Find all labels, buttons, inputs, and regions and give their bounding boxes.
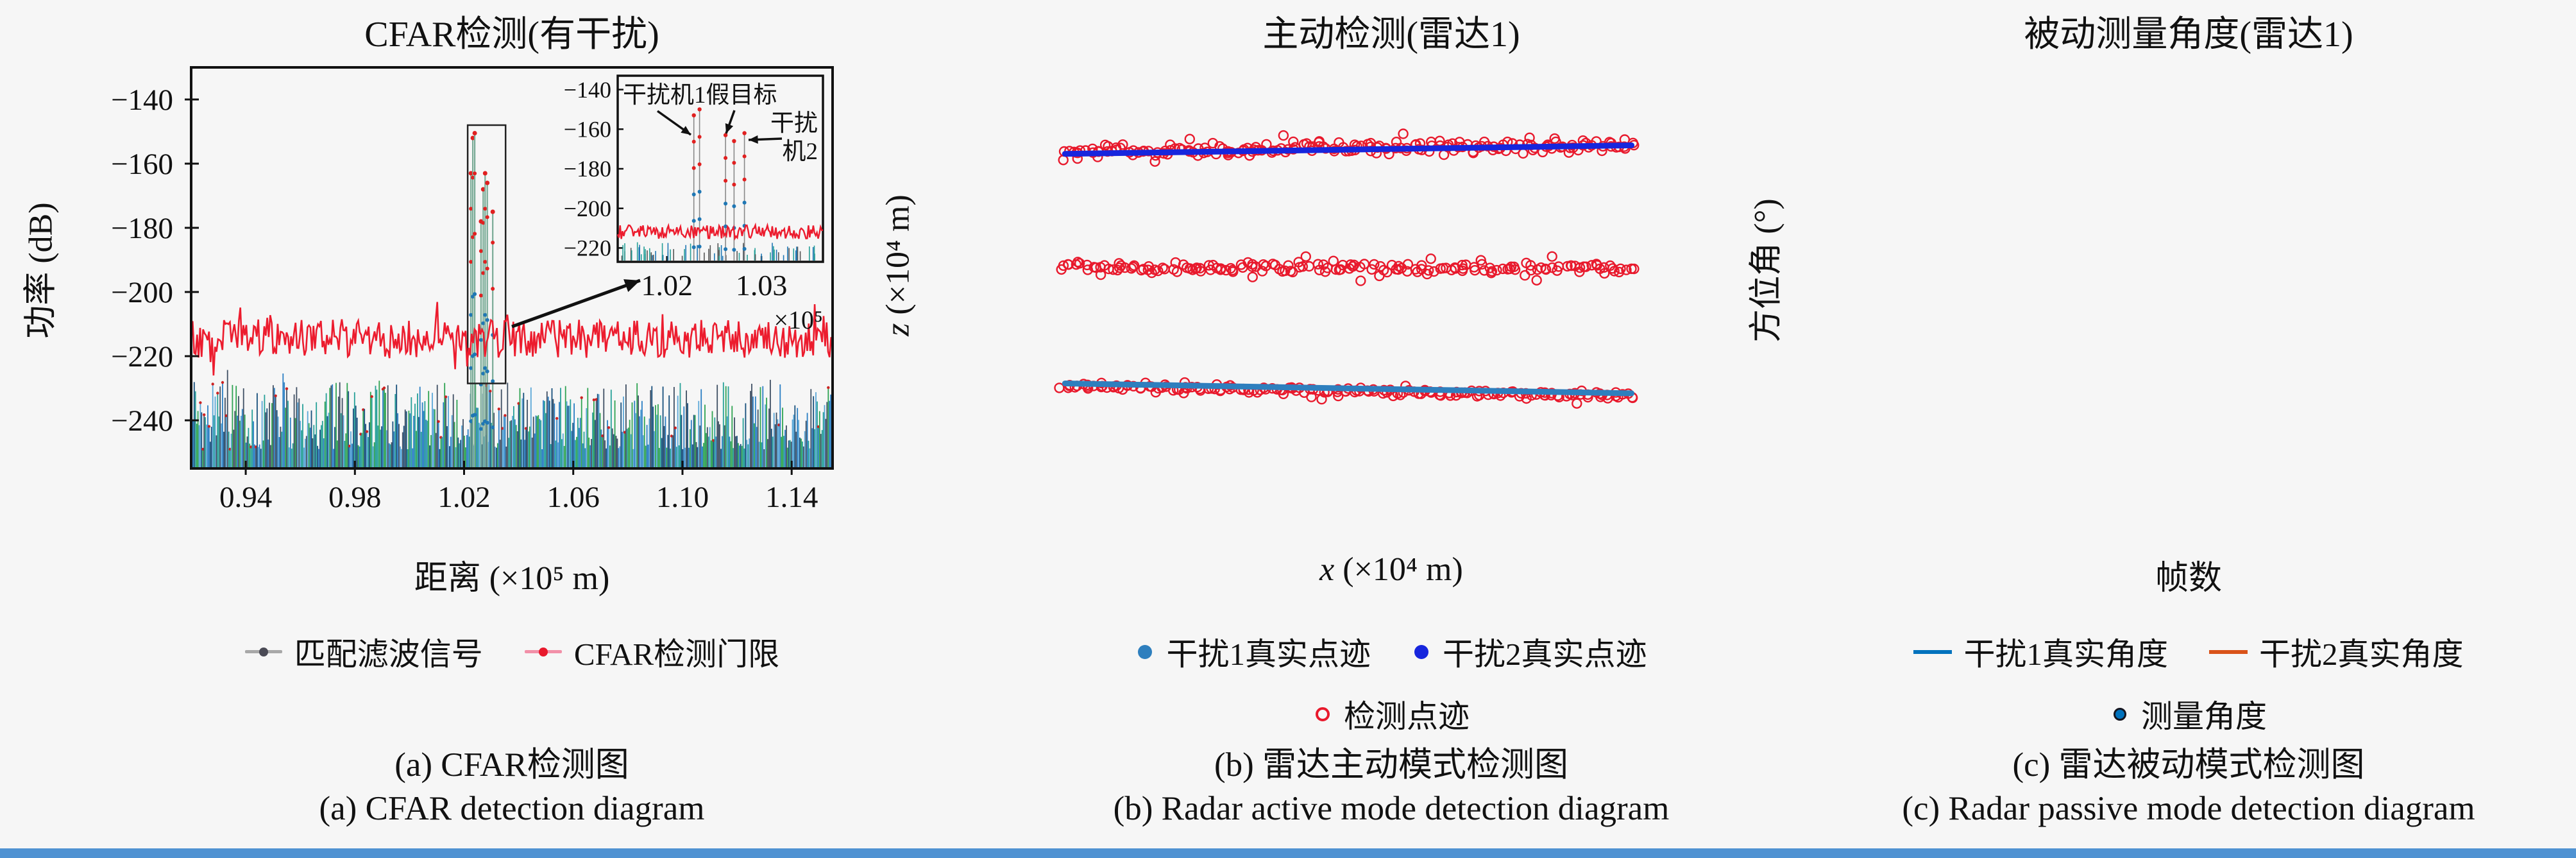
x-unit: (×10⁴ m) <box>1334 551 1463 588</box>
cfar-threshold-line-marker <box>524 644 563 660</box>
legend-item-matched-filter: 匹配滤波信号 <box>244 629 483 674</box>
legend-item-jammer2-true-points: 干扰2真实点迹 <box>1412 629 1647 674</box>
svg-text:−220: −220 <box>111 340 173 373</box>
bottom-blue-bar <box>0 848 2576 858</box>
legend-row: 测量角度 <box>2110 691 2267 737</box>
svg-text:1.14: 1.14 <box>765 481 818 514</box>
svg-text:−200: −200 <box>564 196 611 221</box>
legend-label: 测量角度 <box>2140 699 2267 734</box>
legend-item-jammer1-true-angle: 干扰1真实角度 <box>1913 629 2168 674</box>
svg-text:−140: −140 <box>111 83 173 117</box>
legend-row: 匹配滤波信号 CFAR检测门限 <box>244 629 779 674</box>
caption-a-zh: (a) CFAR检测图 <box>394 746 629 784</box>
chart-c-x-axis-label: 帧数 <box>2155 560 2222 597</box>
legend-row: 检测点迹 <box>1313 691 1470 737</box>
axes: 0.94 0.98 1.02 1.06 1.10 1.14 −140 −160 −180 −200… <box>111 66 834 514</box>
chart-c-legend: 干扰1真实角度 干扰2真实角度 测量角度 <box>1804 629 2573 737</box>
legend-label: 干扰1真实角度 <box>1963 637 2168 672</box>
measured-angle-dot-marker <box>2110 707 2130 722</box>
detected-points <box>1054 128 1640 409</box>
cfar-detection-plot: −140 −160 −180 −200 −220 1.02 1.03 ×10⁵ 干扰机1假目标干… <box>111 66 834 514</box>
svg-text:0.98: 0.98 <box>328 481 381 514</box>
svg-text:×10⁵: ×10⁵ <box>774 305 823 334</box>
annotation-jammer2-line2: 机2 <box>783 139 818 165</box>
y-unit: (×10⁴ m) <box>879 194 917 323</box>
caption-a: (a) CFAR检测图 (a) CFAR detection diagram <box>127 743 897 830</box>
caption-c-en: (c) Radar passive mode detection diagram <box>1902 790 2475 827</box>
jammer1-line-marker <box>1913 644 1953 660</box>
jammer-false-target-spikes <box>468 131 495 468</box>
svg-text:1.02: 1.02 <box>437 481 490 514</box>
y-var: z <box>879 323 917 336</box>
legend-label: 检测点迹 <box>1343 699 1470 734</box>
true-track-line <box>1062 142 1635 157</box>
x-var: x <box>1319 551 1335 588</box>
active-detection-plot <box>1054 128 1640 409</box>
svg-text:−240: −240 <box>111 404 173 438</box>
legend-item-measured-angle: 测量角度 <box>2110 691 2267 737</box>
caption-a-en: (a) CFAR detection diagram <box>319 790 705 827</box>
zoom-region-box <box>466 124 507 384</box>
chart-a-x-axis-label: 距离 (×10⁵ m) <box>414 560 610 597</box>
caption-c-zh: (c) 雷达被动模式检测图 <box>2012 746 2365 784</box>
legend-item-detected-points: 检测点迹 <box>1313 691 1470 737</box>
inset-zoom-plot: −140 −160 −180 −200 −220 1.02 1.03 ×10⁵ 干扰机1假目标干… <box>564 74 824 334</box>
legend-label: 干扰2真实点迹 <box>1443 637 1647 672</box>
svg-text:−140: −140 <box>564 77 611 103</box>
chart-b-title: 主动检测(雷达1) <box>1262 15 1520 55</box>
true-track-line <box>1062 381 1635 397</box>
legend-label: 干扰2真实角度 <box>2259 637 2464 672</box>
caption-b-zh: (b) 雷达主动模式检测图 <box>1214 746 1569 784</box>
svg-text:−160: −160 <box>111 148 173 181</box>
svg-text:0.94: 0.94 <box>219 481 272 514</box>
legend-row: 干扰1真实点迹 干扰2真实点迹 <box>1135 629 1647 674</box>
svg-text:−200: −200 <box>111 276 173 309</box>
legend-label: CFAR检测门限 <box>573 637 780 672</box>
svg-text:1.02: 1.02 <box>641 269 692 302</box>
svg-text:−160: −160 <box>564 117 611 142</box>
jammer1-dot-marker <box>1135 644 1155 660</box>
svg-text:−180: −180 <box>564 156 611 182</box>
chart-c-title: 被动测量角度(雷达1) <box>2024 15 2353 55</box>
svg-text:−220: −220 <box>564 236 611 261</box>
jammer2-line-marker <box>2209 644 2248 660</box>
legend-row: 干扰1真实角度 干扰2真实角度 <box>1913 629 2464 674</box>
legend-item-jammer2-true-angle: 干扰2真实角度 <box>2209 629 2464 674</box>
passive-angle-plot <box>1848 67 2530 468</box>
annotation-jammer2-line1: 干扰 <box>770 110 818 137</box>
chart-a-legend: 匹配滤波信号 CFAR检测门限 <box>159 629 865 674</box>
legend-label: 干扰1真实点迹 <box>1166 637 1371 672</box>
chart-b-y-axis-label: z (×10⁴ m) <box>879 73 917 458</box>
caption-b-en: (b) Radar active mode detection diagram <box>1113 790 1670 827</box>
detection-circle-marker <box>1313 707 1332 722</box>
svg-text:1.03: 1.03 <box>736 269 788 302</box>
chart-a-title: CFAR检测(有干扰) <box>364 15 659 55</box>
chart-a-y-axis-label: 功率 (dB) <box>22 202 60 339</box>
chart-b-x-axis-label: x (×10⁴ m) <box>1135 551 1648 588</box>
legend-item-cfar-threshold: CFAR检测门限 <box>524 629 779 674</box>
svg-text:−180: −180 <box>111 212 173 245</box>
matched-filter-signal <box>191 370 833 468</box>
legend-item-jammer1-true-points: 干扰1真实点迹 <box>1135 629 1371 674</box>
annotation-jammer1-false-targets: 干扰机1假目标 <box>623 82 777 108</box>
cfar-threshold-line <box>190 302 834 376</box>
caption-b: (b) 雷达主动模式检测图 (b) Radar active mode dete… <box>974 743 1808 830</box>
legend-label: 匹配滤波信号 <box>294 637 483 672</box>
svg-text:1.10: 1.10 <box>656 481 709 514</box>
chart-b-legend: 干扰1真实点迹 干扰2真实点迹 检测点迹 <box>990 629 1792 737</box>
svg-text:1.06: 1.06 <box>547 481 600 514</box>
jammer2-dot-marker <box>1412 644 1431 660</box>
matched-filter-line-marker <box>244 644 283 660</box>
caption-c: (c) 雷达被动模式检测图 (c) Radar passive mode det… <box>1772 743 2576 830</box>
